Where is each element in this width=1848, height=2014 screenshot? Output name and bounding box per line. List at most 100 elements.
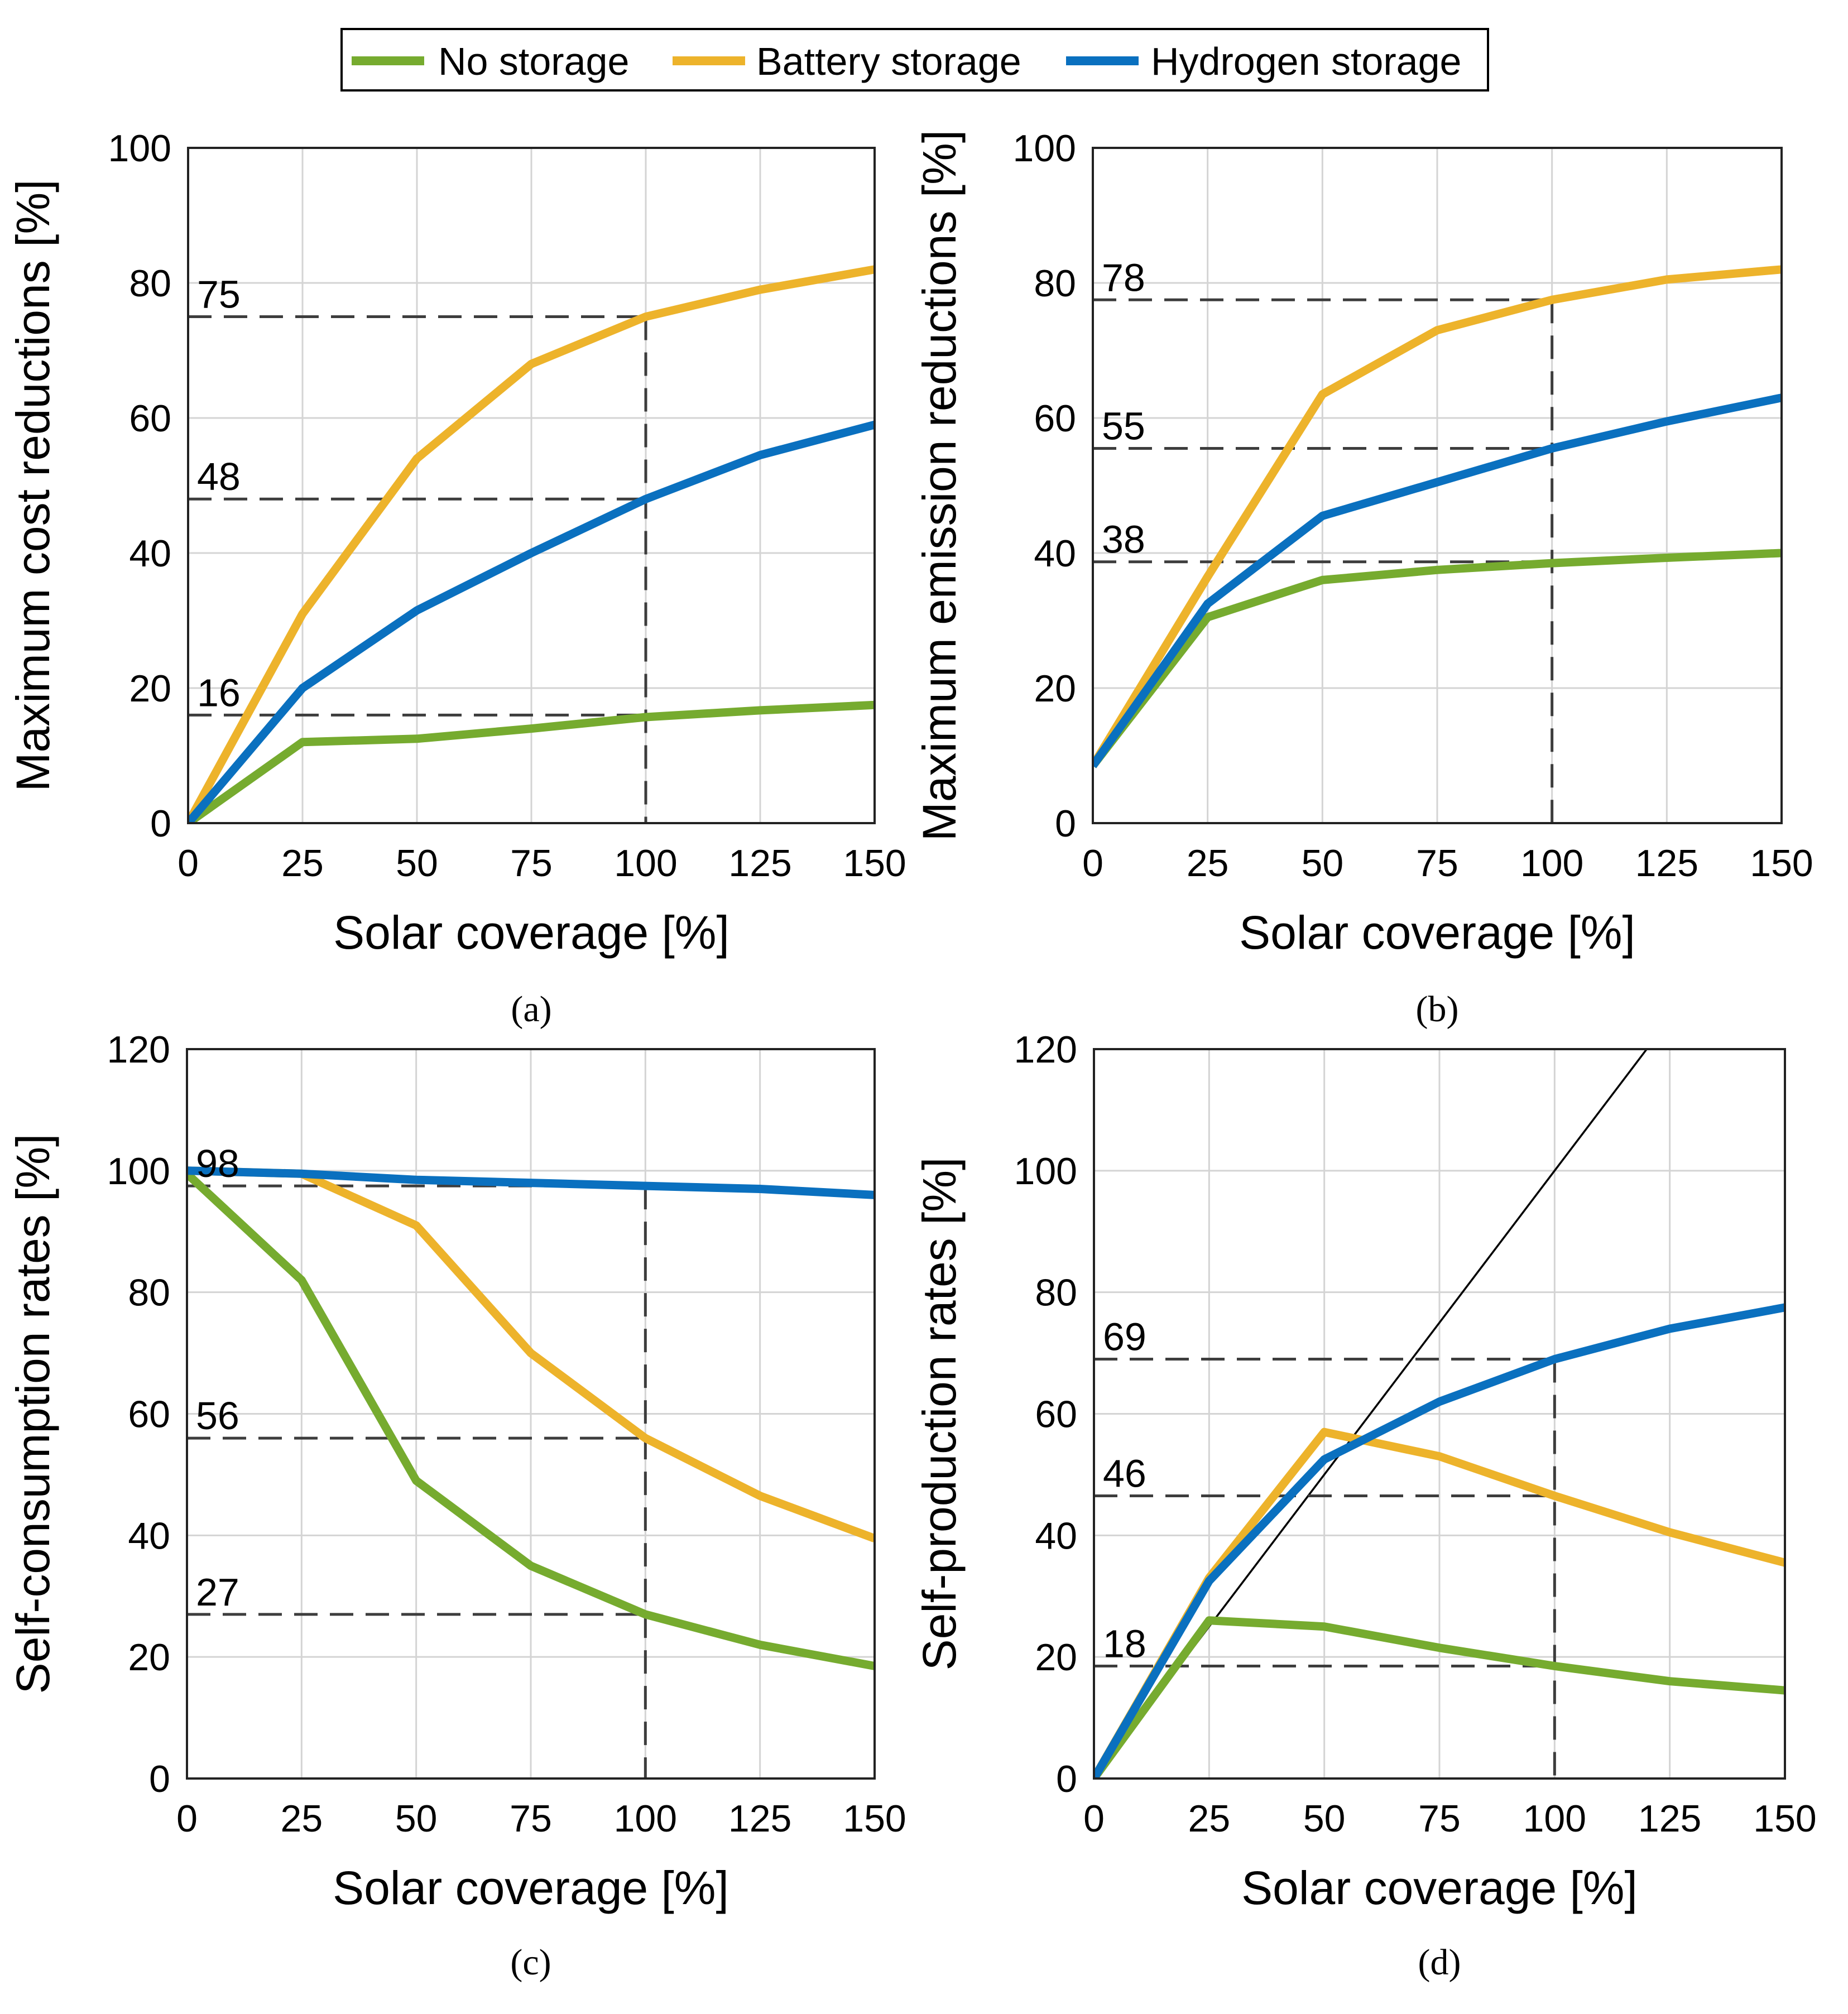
y-tick-label: 20 [1035, 1636, 1077, 1679]
series-line-hydrogen-storage [1094, 1303, 1785, 1779]
y-tick-label: 60 [1034, 397, 1076, 440]
reference-label-56: 56 [196, 1394, 239, 1438]
panel-label: (b) [1416, 989, 1459, 1030]
y-tick-label: 60 [128, 1393, 170, 1436]
reference-label-16: 16 [197, 671, 241, 714]
y-tick-label: 40 [129, 532, 171, 575]
y-tick-label: 120 [1014, 1028, 1077, 1071]
y-tick-label: 20 [129, 667, 171, 710]
x-tick-label: 25 [281, 1797, 323, 1840]
x-tick-label: 0 [177, 842, 199, 885]
y-axis-label: Self-consumption rates [%] [7, 1134, 59, 1694]
reference-label-69: 69 [1103, 1315, 1146, 1358]
y-tick-label: 100 [1014, 1150, 1077, 1193]
reference-label-48: 48 [197, 455, 241, 498]
series-line-battery-storage [1093, 265, 1782, 768]
x-tick-label: 25 [1187, 842, 1229, 885]
chart-panel-a: 75 48 16 0 25 50 75 100 125 150 0 20 40 60 80 100 Solar … [7, 127, 906, 1030]
x-tick-label: 50 [1303, 1797, 1346, 1840]
legend-label-battery-storage: Battery storage [756, 40, 1021, 83]
chart-panel-b: 78 55 38 0 25 50 75 100 125 150 0 20 40 60 80 100 Solar … [913, 127, 1813, 1030]
reference-label-78: 78 [1102, 256, 1145, 299]
y-tick-label: 0 [149, 1758, 170, 1800]
x-axis-label: Solar coverage [%] [1239, 906, 1635, 959]
y-tick-label: 40 [1034, 532, 1076, 575]
reference-label-27: 27 [196, 1570, 239, 1614]
x-tick-label: 125 [728, 842, 791, 885]
series-line-no-storage [187, 1170, 875, 1670]
reference-label-55: 55 [1102, 404, 1145, 448]
series-group [187, 1166, 875, 1670]
reference-label-98: 98 [196, 1142, 239, 1185]
reference-label-75: 75 [197, 273, 241, 316]
y-tick-label: 40 [1035, 1515, 1077, 1557]
x-tick-label: 75 [510, 1797, 552, 1840]
x-tick-label: 100 [1520, 842, 1583, 885]
y-axis-label: Maximum emission reductions [%] [913, 130, 966, 841]
y-tick-label: 80 [129, 262, 171, 305]
y-axis-label: Self-production rates [%] [913, 1157, 966, 1671]
series-line-hydrogen-storage [1093, 393, 1782, 768]
y-tick-label: 20 [1034, 667, 1076, 710]
series-line-no-storage [188, 700, 875, 823]
y-tick-label: 120 [107, 1028, 170, 1071]
y-tick-label: 40 [128, 1515, 170, 1557]
x-tick-label: 125 [728, 1797, 791, 1840]
legend-box [340, 28, 1489, 92]
series-line-no-storage [1093, 549, 1782, 768]
y-tick-label: 80 [1035, 1272, 1077, 1314]
x-tick-label: 50 [396, 842, 438, 885]
y-tick-label: 80 [1034, 262, 1076, 305]
x-tick-label: 100 [614, 1797, 677, 1840]
legend-label-no-storage: No storage [438, 40, 629, 83]
x-tick-label: 25 [1188, 1797, 1231, 1840]
x-tick-label: 25 [281, 842, 324, 885]
series-line-hydrogen-storage [187, 1166, 875, 1199]
y-tick-label: 80 [128, 1272, 170, 1314]
panel-label: (d) [1418, 1942, 1461, 1983]
reference-label-46: 46 [1103, 1452, 1146, 1496]
x-tick-label: 125 [1638, 1797, 1701, 1840]
x-tick-label: 0 [1082, 842, 1103, 885]
x-tick-label: 100 [1523, 1797, 1586, 1840]
charts: 75 48 16 0 25 50 75 100 125 150 0 20 40 60 80 100 Solar … [7, 127, 1817, 1983]
legend: No storage Battery storage Hydrogen storag… [340, 28, 1489, 92]
series-group [1094, 1303, 1785, 1779]
plot-frame [186, 1048, 876, 1780]
panel-label: (a) [511, 989, 551, 1030]
y-tick-label: 100 [108, 127, 171, 170]
x-tick-label: 150 [1753, 1797, 1816, 1840]
x-tick-label: 0 [1083, 1797, 1105, 1840]
x-tick-label: 50 [1302, 842, 1344, 885]
x-tick-label: 100 [614, 842, 677, 885]
panel-label: (c) [510, 1942, 551, 1983]
series-group [188, 265, 875, 823]
plot-frame [187, 147, 876, 824]
x-tick-label: 150 [843, 842, 906, 885]
legend-label-hydrogen-storage: Hydrogen storage [1151, 40, 1461, 83]
x-tick-label: 75 [1418, 1797, 1461, 1840]
reference-label-38: 38 [1102, 518, 1145, 561]
x-tick-label: 50 [395, 1797, 438, 1840]
x-axis-label: Solar coverage [%] [333, 1862, 729, 1914]
chart-panel-d: 69 46 18 0 25 50 75 100 125 150 0 20 40 60 80 100 120 Sol… [913, 1028, 1817, 1983]
series-line-hydrogen-storage [188, 420, 875, 823]
x-tick-label: 125 [1635, 842, 1698, 885]
y-tick-label: 0 [150, 802, 171, 845]
chart-panel-c: 98 56 27 0 25 50 75 100 125 150 0 20 40 60 80 100 120 Sol… [7, 1028, 906, 1983]
x-tick-label: 150 [1750, 842, 1813, 885]
x-tick-label: 75 [510, 842, 553, 885]
x-tick-label: 75 [1416, 842, 1458, 885]
x-axis-label: Solar coverage [%] [1241, 1862, 1638, 1914]
series-line-battery-storage [188, 265, 875, 823]
reference-label-18: 18 [1103, 1622, 1146, 1666]
series-group [1093, 265, 1782, 768]
x-tick-label: 0 [176, 1797, 198, 1840]
x-tick-label: 150 [843, 1797, 906, 1840]
plot-frame [1093, 1048, 1786, 1780]
x-axis-label: Solar coverage [%] [333, 906, 729, 959]
y-tick-label: 0 [1055, 802, 1076, 845]
series-line-no-storage [1094, 1616, 1785, 1779]
plot-frame [1092, 147, 1783, 824]
